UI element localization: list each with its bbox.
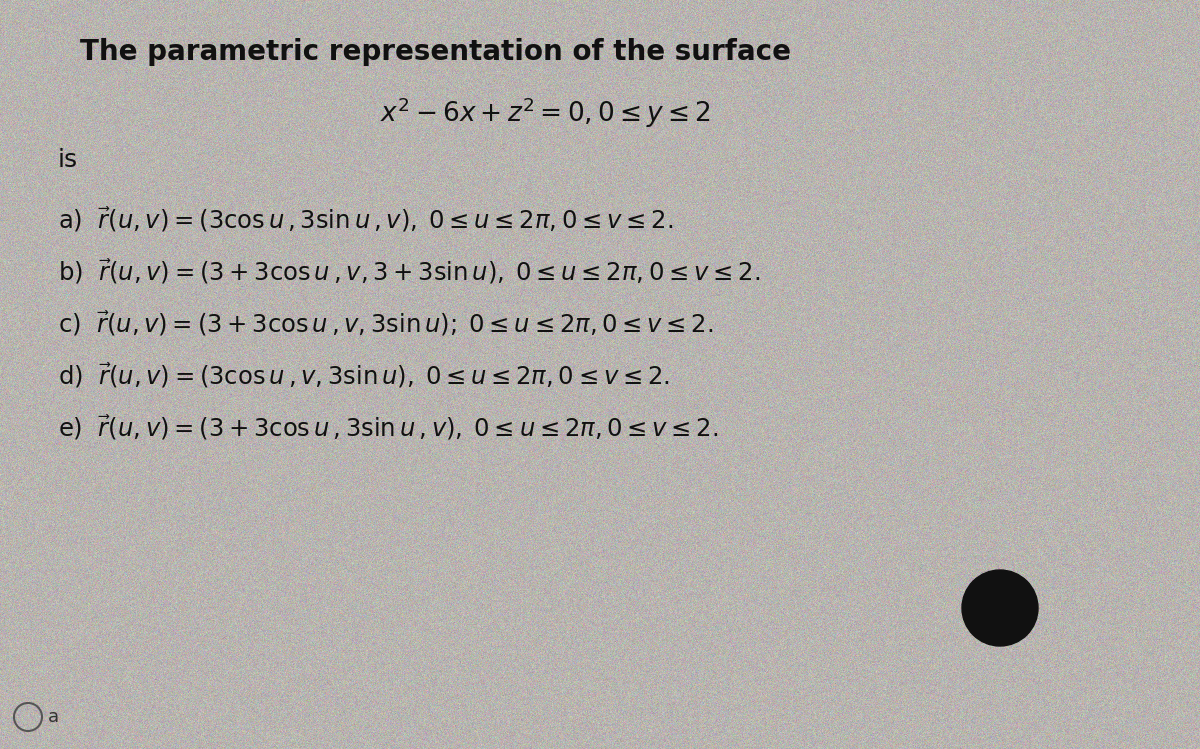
Text: a: a [48, 708, 59, 726]
Text: a)  $\vec{r}(u, v) = (3\cos u\,,3\sin u\,,v),\; 0 \leq u \leq 2\pi, 0 \leq v \le: a) $\vec{r}(u, v) = (3\cos u\,,3\sin u\,… [58, 205, 673, 234]
Circle shape [962, 570, 1038, 646]
Text: e)  $\vec{r}(u, v) = (3 + 3\cos u\,,3\sin u\,,v),\; 0 \leq u \leq 2\pi, 0 \leq v: e) $\vec{r}(u, v) = (3 + 3\cos u\,,3\sin… [58, 413, 719, 442]
Text: The parametric representation of the surface: The parametric representation of the sur… [80, 38, 791, 66]
Text: b)  $\vec{r}(u, v) = (3 + 3\cos u\,,v, 3 + 3\sin u),\; 0 \leq u \leq 2\pi, 0 \le: b) $\vec{r}(u, v) = (3 + 3\cos u\,,v, 3 … [58, 257, 761, 286]
Text: d)  $\vec{r}(u, v) = (3\cos u\,,v, 3\sin u),\; 0 \leq u \leq 2\pi, 0 \leq v \leq: d) $\vec{r}(u, v) = (3\cos u\,,v, 3\sin … [58, 361, 670, 389]
Text: c)  $\vec{r}(u, v) = (3 + 3\cos u\,,v, 3\sin u);\; 0 \leq u \leq 2\pi, 0 \leq v : c) $\vec{r}(u, v) = (3 + 3\cos u\,,v, 3\… [58, 309, 714, 338]
Text: is: is [58, 148, 78, 172]
Text: $x^2 - 6x + z^2 = 0, 0 \leq y \leq 2$: $x^2 - 6x + z^2 = 0, 0 \leq y \leq 2$ [380, 95, 710, 130]
